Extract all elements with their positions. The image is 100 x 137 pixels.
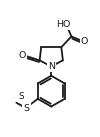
Text: O: O: [19, 51, 26, 60]
Text: S: S: [24, 104, 30, 113]
Text: S: S: [18, 92, 24, 101]
Text: O: O: [81, 37, 88, 46]
Text: HO: HO: [56, 20, 71, 29]
Text: N: N: [48, 62, 55, 71]
